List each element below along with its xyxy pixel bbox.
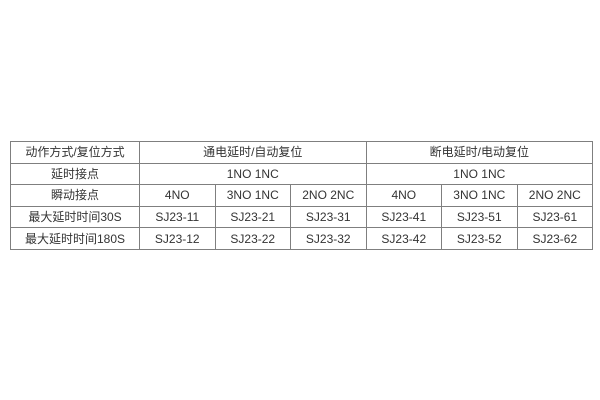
model-cell: SJ23-52 xyxy=(441,227,518,250)
relay-model-selection-table: 动作方式/复位方式 通电延时/自动复位 断电延时/电动复位 延时接点 1NO 1… xyxy=(10,141,594,250)
delay-contacts-section2-cell: 1NO 1NC xyxy=(365,162,594,186)
model-cell: SJ23-21 xyxy=(214,205,291,229)
table-row-max-delay-180s: 最大延时时间180S SJ23-12 SJ23-22 SJ23-32 SJ23-… xyxy=(10,227,594,250)
model-cell: SJ23-12 xyxy=(139,227,216,250)
instant-contacts-cell: 4NO xyxy=(139,184,216,207)
model-cell: SJ23-31 xyxy=(290,205,367,229)
instant-contacts-cell: 3NO 1NC xyxy=(214,184,291,207)
max-delay-180s-label-cell: 最大延时时间180S xyxy=(10,227,140,250)
max-delay-30s-label-cell: 最大延时时间30S xyxy=(10,205,140,229)
instant-contacts-cell: 3NO 1NC xyxy=(441,184,518,207)
model-cell: SJ23-22 xyxy=(214,227,291,250)
delay-contacts-label-cell: 延时接点 xyxy=(10,162,140,186)
power-on-delay-section-header-cell: 通电延时/自动复位 xyxy=(139,141,367,164)
instant-contacts-cell: 4NO xyxy=(365,184,443,207)
instant-contacts-cell: 2NO 2NC xyxy=(290,184,367,207)
model-cell: SJ23-62 xyxy=(516,227,594,250)
model-cell: SJ23-61 xyxy=(516,205,594,229)
table-row-max-delay-30s: 最大延时时间30S SJ23-11 SJ23-21 SJ23-31 SJ23-4… xyxy=(10,205,594,229)
model-cell: SJ23-32 xyxy=(290,227,367,250)
instant-contacts-label-cell: 瞬动接点 xyxy=(10,184,140,207)
table-row-delay-contacts: 延时接点 1NO 1NC 1NO 1NC xyxy=(10,162,594,186)
delay-contacts-section1-cell: 1NO 1NC xyxy=(139,162,367,186)
model-cell: SJ23-42 xyxy=(365,227,443,250)
table-row-instant-contacts: 瞬动接点 4NO 3NO 1NC 2NO 2NC 4NO 3NO 1NC 2NO… xyxy=(10,184,594,207)
action-mode-label-cell: 动作方式/复位方式 xyxy=(10,141,140,164)
table-row-action-mode: 动作方式/复位方式 通电延时/自动复位 断电延时/电动复位 xyxy=(10,141,594,164)
model-cell: SJ23-11 xyxy=(139,205,216,229)
power-off-delay-section-header-cell: 断电延时/电动复位 xyxy=(365,141,594,164)
model-cell: SJ23-51 xyxy=(441,205,518,229)
model-cell: SJ23-41 xyxy=(365,205,443,229)
instant-contacts-cell: 2NO 2NC xyxy=(516,184,594,207)
